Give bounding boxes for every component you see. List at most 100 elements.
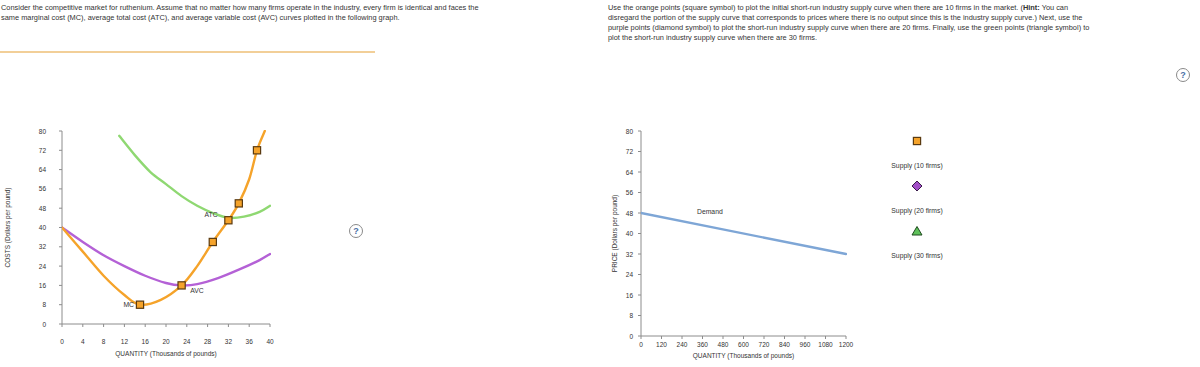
help-icon-text: ? (353, 226, 359, 236)
x-tick-label: 480 (718, 341, 729, 348)
x-tick (249, 324, 250, 327)
x-tick (661, 336, 662, 339)
y-tick-label: 8 (629, 312, 633, 319)
instruction-text: same marginal cost (MC), average total c… (1, 13, 400, 22)
y-tick-label: 24 (626, 271, 634, 278)
x-tick-label: 12 (121, 338, 129, 345)
curve-label: MC (123, 301, 134, 308)
x-tick-label: 960 (800, 341, 811, 348)
curve (641, 213, 846, 254)
y-tick-label: 48 (626, 210, 634, 217)
instruction-run: Use the orange points (square symbol) to… (608, 3, 1023, 12)
legend-marker (913, 137, 920, 144)
help-icon-circle (350, 225, 363, 238)
y-tick (638, 295, 641, 296)
x-tick (145, 324, 146, 327)
y-tick-label: 16 (626, 292, 634, 299)
legend-item: Supply (30 firms) (891, 227, 942, 261)
y-tick-label: 32 (39, 243, 47, 250)
help-icon-circle (1177, 69, 1190, 82)
x-tick-label: 8 (102, 338, 106, 345)
y-tick-label: 40 (626, 230, 634, 237)
legend-label: Supply (20 firms) (891, 207, 942, 215)
y-tick (638, 233, 641, 234)
page: Consider the competitive market for ruth… (0, 0, 1200, 367)
instruction-run: You can (1040, 3, 1068, 12)
chart: 0816243240485664728001202403604806007208… (611, 128, 943, 361)
x-tick (723, 336, 724, 339)
x-tick-label: 16 (142, 338, 150, 345)
curve-label: ATC (204, 211, 217, 218)
x-tick (702, 336, 703, 339)
x-tick (641, 336, 642, 339)
legend-marker (912, 181, 922, 191)
plot-area (641, 213, 846, 254)
y-tick (59, 131, 62, 132)
curve-label: Demand (697, 208, 723, 215)
y-tick (638, 213, 641, 214)
x-tick-label: 840 (779, 341, 790, 348)
x-tick-label: 1080 (818, 341, 833, 348)
y-tick (59, 246, 62, 247)
help-icon-text: ? (1180, 70, 1186, 80)
x-tick (186, 324, 187, 327)
x-tick-label: 20 (162, 338, 170, 345)
x-tick-label: 0 (60, 338, 64, 345)
x-tick-label: 360 (697, 341, 708, 348)
y-axis-title: PRICE (Dollars per pound) (611, 195, 619, 272)
x-tick (825, 336, 826, 339)
x-axis-title: QUANTITY (Thousands of pounds) (693, 352, 794, 360)
x-tick (207, 324, 208, 327)
instruction-run: purple points (diamond symbol) to plot t… (608, 23, 1089, 32)
x-tick (166, 324, 167, 327)
x-tick (784, 336, 785, 339)
y-tick (59, 304, 62, 305)
separator (0, 51, 375, 53)
y-tick-label: 56 (39, 185, 47, 192)
y-tick-label: 16 (39, 282, 47, 289)
instruction-text: plot the short-run industry supply curve… (608, 33, 817, 42)
y-tick-label: 32 (626, 251, 634, 258)
y-tick (59, 227, 62, 228)
y-tick-label: 72 (626, 148, 634, 155)
curve (119, 136, 270, 218)
legend-label: Supply (30 firms) (891, 252, 942, 260)
instruction-run: Hint: (1023, 3, 1040, 12)
y-tick-label: 24 (39, 263, 47, 270)
x-tick-label: 120 (656, 341, 667, 348)
instruction-run: disregard the portion of the supply curv… (608, 13, 1082, 22)
y-tick-label: 0 (42, 321, 46, 328)
x-axis-title: QUANTITY (Thousands of pounds) (115, 350, 216, 358)
point (253, 147, 260, 154)
y-tick-label: 80 (39, 128, 47, 135)
y-tick-label: 40 (39, 224, 47, 231)
y-tick-label: 80 (626, 128, 634, 135)
instruction-text: Consider the competitive market for ruth… (1, 3, 479, 12)
y-tick-label: 0 (629, 333, 633, 340)
curve (62, 131, 265, 305)
y-tick (59, 208, 62, 209)
x-tick-label: 1200 (839, 341, 854, 348)
legend-label: Supply (10 firms) (891, 162, 942, 170)
y-tick-label: 56 (626, 189, 634, 196)
chart: 081624324048566472800481216202428323640Q… (4, 128, 274, 359)
curve-label: AVC (190, 287, 204, 294)
x-tick-label: 720 (759, 341, 770, 348)
x-tick-label: 36 (246, 338, 254, 345)
x-tick-label: 240 (677, 341, 688, 348)
x-tick (805, 336, 806, 339)
x-tick (124, 324, 125, 327)
x-tick-label: 0 (639, 341, 643, 348)
point (235, 200, 242, 207)
instruction-text: disregard the portion of the supply curv… (608, 13, 1082, 22)
instruction-text: purple points (diamond symbol) to plot t… (608, 23, 1089, 32)
x-tick (846, 336, 847, 339)
x-tick (103, 324, 104, 327)
legend-item: Supply (20 firms) (891, 181, 942, 215)
point (225, 217, 232, 224)
y-tick (59, 169, 62, 170)
y-tick (59, 266, 62, 267)
x-tick-label: 600 (738, 341, 749, 348)
x-tick (270, 324, 271, 327)
x-tick-label: 32 (225, 338, 233, 345)
